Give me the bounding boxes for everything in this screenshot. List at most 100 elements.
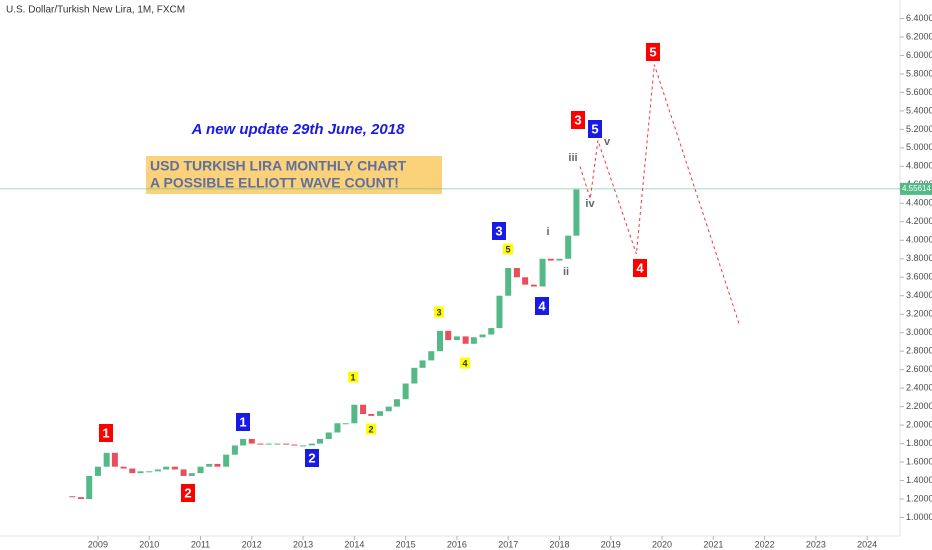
y-tick-label: 1.20000 [906, 493, 932, 503]
candle-body [231, 445, 238, 455]
wave-box [305, 449, 319, 467]
candle-body [402, 383, 409, 400]
wave-label: iii [568, 152, 577, 164]
candle-body [513, 268, 520, 278]
candle-body [419, 360, 426, 368]
candle-body [453, 336, 460, 341]
wave-label: 3 [574, 112, 581, 127]
wave-box [434, 306, 444, 318]
projection-path [579, 64, 740, 324]
x-tick-label: 2020 [652, 539, 672, 549]
y-tick-label: 5.20000 [906, 124, 932, 134]
wave-label: 1 [102, 425, 109, 440]
candle-body [111, 452, 118, 467]
y-tick-label: 4.80000 [906, 161, 932, 171]
candle-body [522, 277, 529, 285]
candle-body [120, 466, 127, 469]
candle-body [488, 328, 495, 335]
wave-box [492, 222, 506, 240]
candle-body [368, 414, 375, 416]
candle-body [462, 336, 469, 344]
y-tick-label: 4.00000 [906, 235, 932, 245]
last-price-box [900, 182, 932, 195]
wave-box [571, 111, 585, 129]
wave-label: 4 [636, 260, 644, 275]
wave-label: i [546, 226, 549, 238]
candle-body [342, 423, 349, 425]
candle-body [69, 496, 76, 498]
candle-body [505, 268, 512, 296]
y-tick-label: 4.40000 [906, 198, 932, 208]
wave-label: 4 [538, 298, 546, 313]
candle-body [291, 444, 298, 446]
candle-body [565, 235, 572, 259]
wave-label: 3 [436, 307, 441, 317]
x-tick-label: 2014 [344, 539, 364, 549]
wave-box [181, 484, 195, 502]
candle-body [78, 497, 85, 500]
wave-label: 2 [368, 424, 373, 434]
y-tick-label: 1.00000 [906, 512, 932, 522]
candle-body [308, 443, 315, 446]
wave-label: v [604, 136, 611, 148]
wave-box [633, 259, 647, 277]
candle-body [377, 411, 383, 416]
y-tick-label: 3.20000 [906, 309, 932, 319]
y-tick-label: 2.20000 [906, 401, 932, 411]
candle-body [154, 469, 161, 472]
candle-body [137, 471, 144, 474]
candle-body [265, 443, 272, 445]
candle-body [385, 406, 392, 412]
wave-label: 5 [649, 44, 656, 59]
candle-body [188, 473, 195, 476]
y-tick-label: 1.40000 [906, 475, 932, 485]
candle-body [240, 438, 247, 446]
y-tick-label: 1.80000 [906, 438, 932, 448]
y-tick-label: 3.00000 [906, 327, 932, 337]
candle-body [445, 330, 452, 341]
candle-body [86, 475, 93, 500]
candle-body [334, 423, 341, 433]
x-tick-label: 2022 [755, 539, 775, 549]
candle-body [428, 351, 435, 361]
wave-label: ii [563, 266, 569, 278]
y-tick-label: 1.60000 [906, 456, 932, 466]
x-tick-label: 2024 [857, 539, 877, 549]
candle-body [283, 443, 290, 445]
y-tick-label: 6.00000 [906, 50, 932, 60]
wave-label: 5 [505, 244, 510, 254]
wave-box [366, 423, 376, 435]
candle-body [214, 463, 221, 467]
candle-body [437, 330, 443, 352]
x-tick-label: 2023 [806, 539, 826, 549]
candle-body [180, 469, 187, 476]
y-tick-label: 6.20000 [906, 31, 932, 41]
x-tick-label: 2011 [191, 539, 210, 549]
candle-body [129, 468, 136, 474]
y-tick-label: 5.40000 [906, 105, 932, 115]
candle-body [197, 466, 204, 474]
x-tick-label: 2013 [293, 539, 313, 549]
y-tick-label: 2.80000 [906, 346, 932, 356]
y-tick-label: 5.80000 [906, 68, 932, 78]
candle-body [300, 445, 307, 447]
candle-body [248, 438, 255, 444]
y-tick-label: 2.40000 [906, 383, 932, 393]
chart-title: U.S. Dollar/Turkish New Lira, 1M, FXCM [6, 5, 185, 16]
x-tick-label: 2021 [703, 539, 723, 549]
note-box [146, 156, 442, 194]
candle-body [274, 443, 281, 445]
wave-box [503, 243, 513, 255]
x-tick-label: 2015 [396, 539, 416, 549]
x-tick-label: 2018 [549, 539, 569, 549]
candle-body [573, 189, 580, 236]
wave-label: 1 [239, 414, 246, 429]
wave-label: 5 [591, 121, 598, 136]
wave-label: 4 [462, 358, 467, 368]
y-tick-label: 6.40000 [906, 13, 932, 23]
candle-body [556, 258, 563, 261]
candle-body [206, 463, 213, 467]
wave-label: 1 [350, 372, 355, 382]
